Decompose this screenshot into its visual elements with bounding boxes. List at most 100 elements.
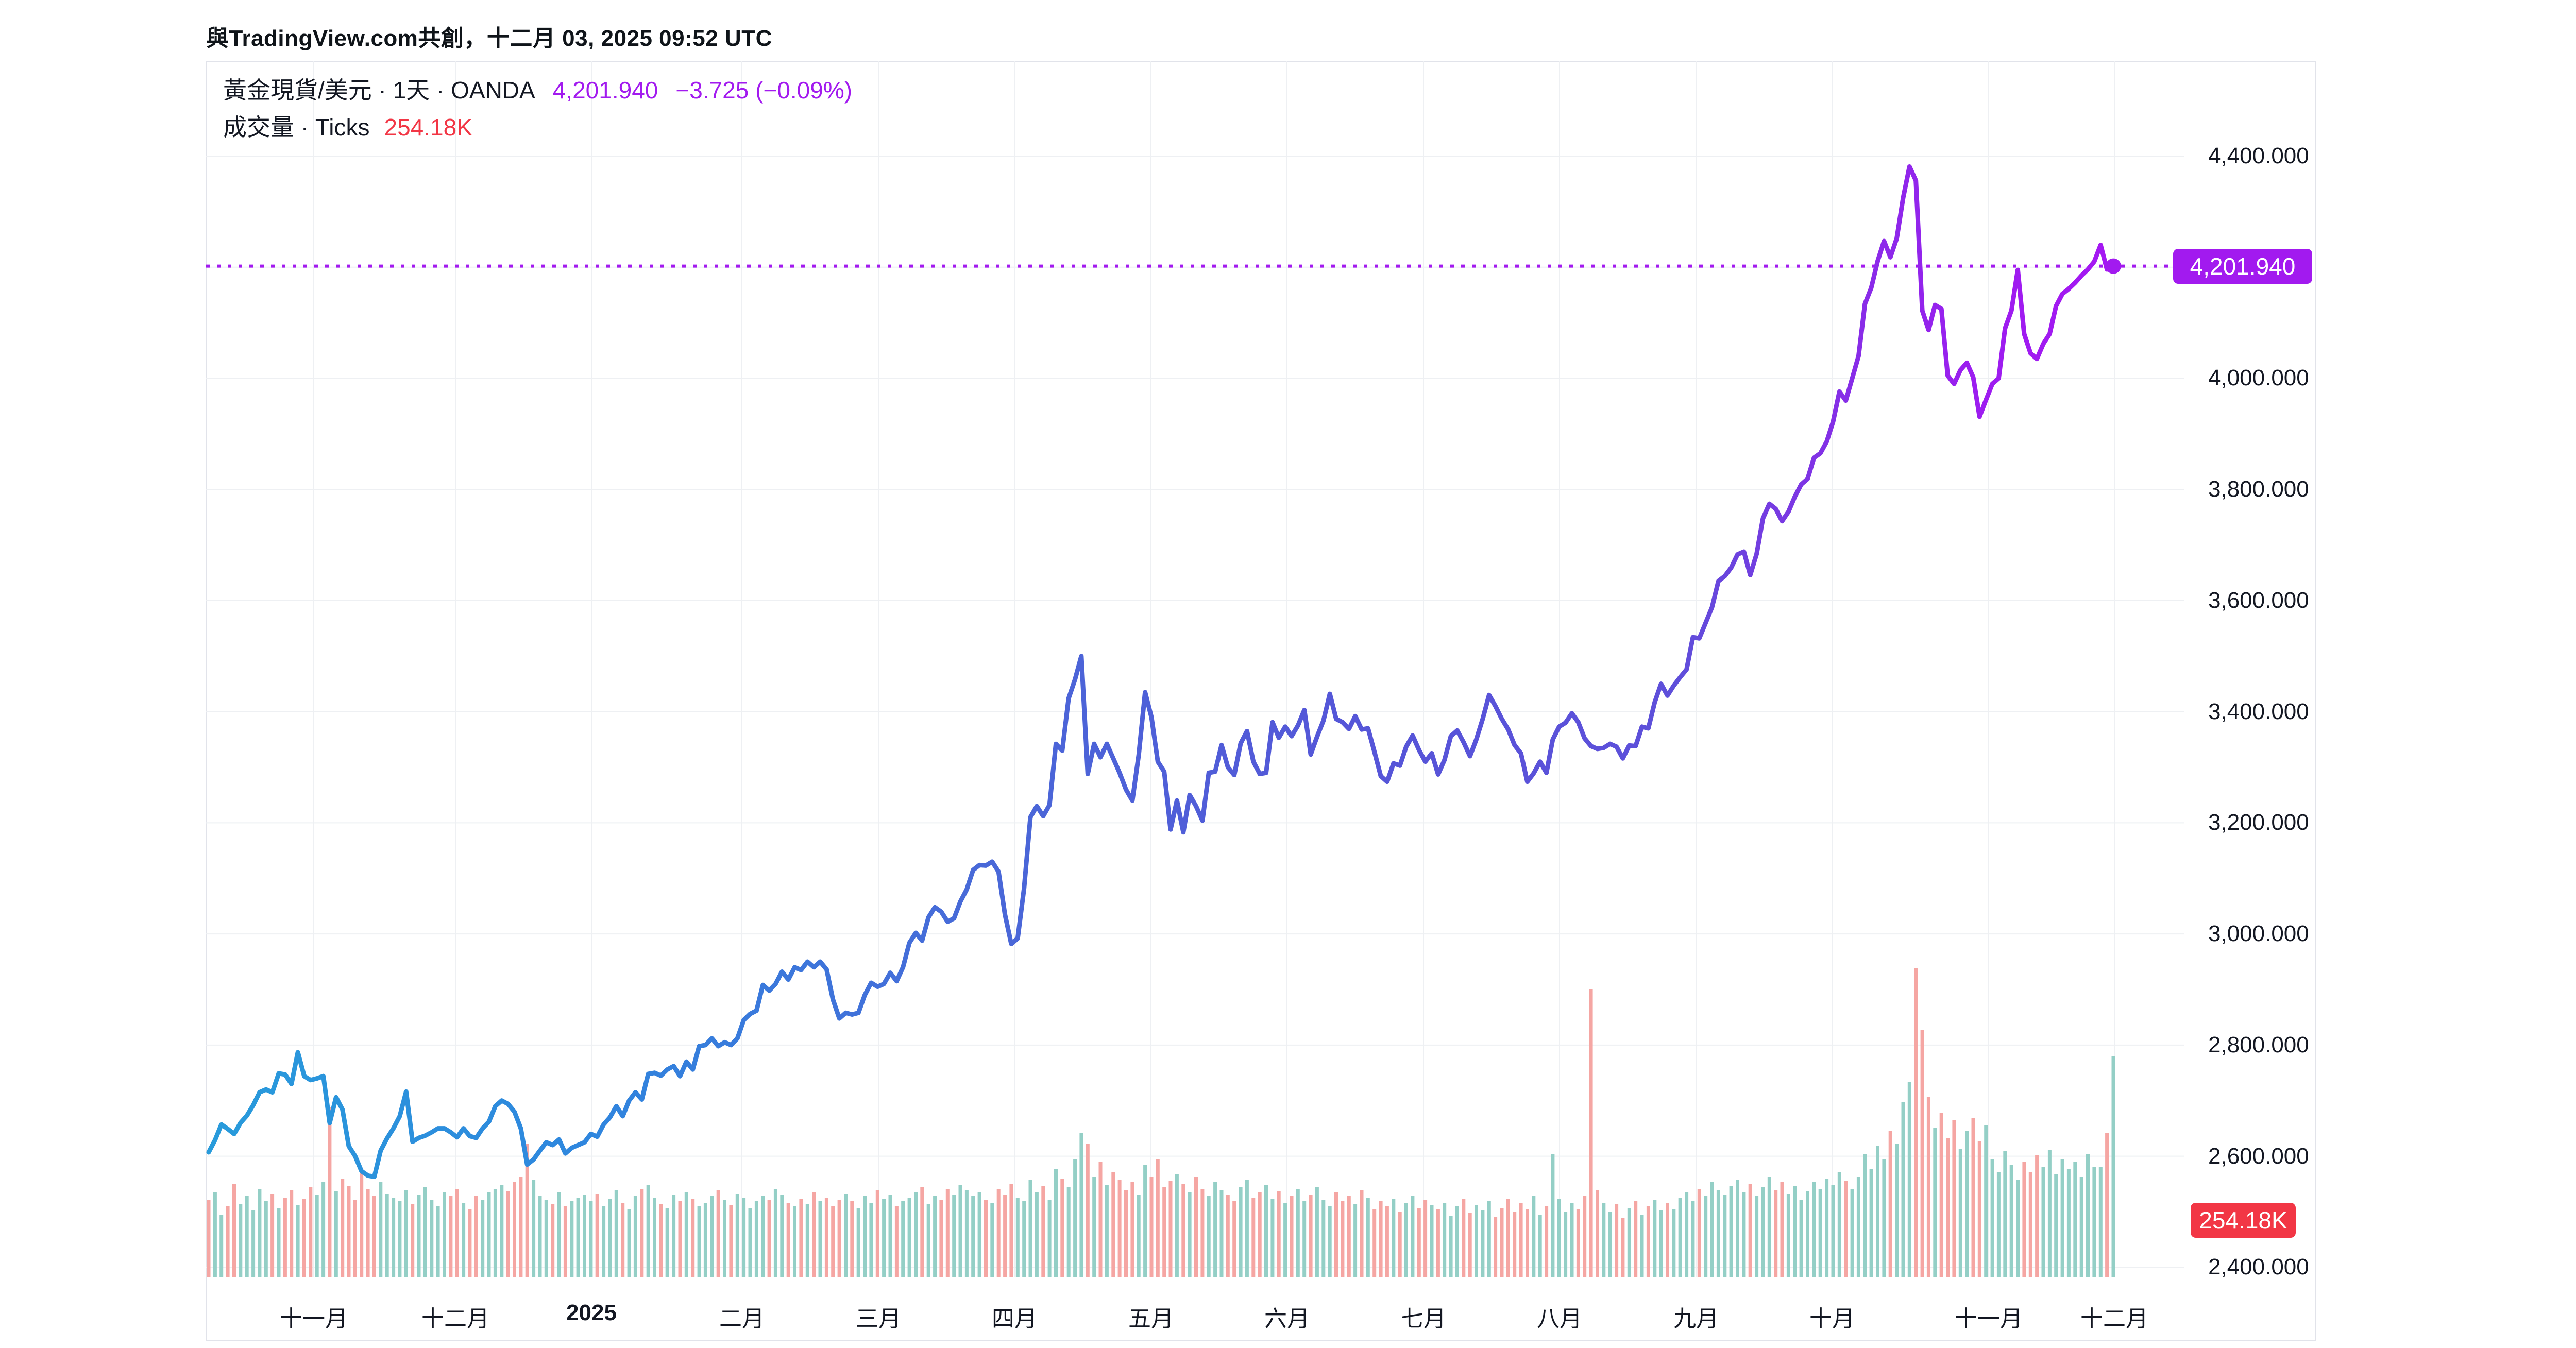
volume-bar: [525, 1144, 529, 1277]
volume-bar: [672, 1195, 676, 1277]
volume-bar: [1666, 1203, 1669, 1277]
volume-bar: [270, 1194, 275, 1277]
volume-bar: [1487, 1201, 1491, 1277]
volume-bar: [818, 1201, 822, 1277]
volume-bar: [2060, 1159, 2064, 1277]
volume-bar: [532, 1180, 536, 1277]
price-series: [206, 164, 2173, 1179]
volume-bar: [385, 1194, 389, 1277]
time-axis-label: 四月: [992, 1306, 1037, 1332]
volume-bar: [1066, 1187, 1071, 1277]
volume-bar: [1411, 1196, 1415, 1277]
volume-bar: [691, 1199, 695, 1277]
volume-bar: [423, 1187, 427, 1277]
volume-bar: [882, 1199, 886, 1277]
volume-bar: [1162, 1187, 1166, 1277]
volume-bar: [1309, 1195, 1313, 1277]
time-axis-label: 五月: [1128, 1306, 1174, 1332]
volume-bar: [1850, 1189, 1854, 1277]
volume-bar: [1888, 1131, 1892, 1277]
volume-bar: [1366, 1198, 1370, 1277]
volume-bar: [1685, 1192, 1689, 1277]
volume-bar: [1602, 1203, 1606, 1277]
volume-bar: [353, 1200, 357, 1277]
price-axis-label: 2,600.000: [2205, 1141, 2312, 1171]
volume-bar: [1907, 1082, 1911, 1277]
volume-bar: [258, 1189, 262, 1277]
volume-bar: [1621, 1218, 1625, 1277]
volume-bar: [513, 1182, 516, 1277]
volume-bar: [1149, 1177, 1154, 1277]
volume-bar: [697, 1206, 701, 1277]
volume-bar: [1716, 1190, 1720, 1277]
volume-bar: [1526, 1209, 1529, 1277]
volume-bar: [1022, 1201, 1026, 1277]
volume-bar: [1270, 1199, 1275, 1277]
volume-bar: [219, 1215, 224, 1277]
volume-bar: [824, 1198, 828, 1277]
volume-bar: [659, 1204, 663, 1277]
volume-bar: [1742, 1192, 1746, 1277]
volume-indicator-label[interactable]: 成交量 · Ticks: [223, 114, 370, 141]
volume-bar: [1430, 1205, 1434, 1277]
volume-bar: [703, 1203, 707, 1277]
volume-bar: [1283, 1203, 1287, 1277]
volume-bar: [1296, 1189, 1300, 1277]
volume-bar: [1627, 1208, 1631, 1277]
volume-bar: [844, 1194, 848, 1277]
volume-bar: [2098, 1167, 2103, 1277]
volume-bar: [1481, 1210, 1485, 1277]
volume-bar: [933, 1196, 937, 1277]
volume-bar: [1589, 989, 1593, 1277]
volume-bar: [621, 1203, 625, 1277]
volume-bar: [1302, 1201, 1307, 1277]
volume-bar: [767, 1200, 771, 1277]
volume-bar: [302, 1199, 306, 1277]
volume-bar: [1245, 1180, 1249, 1277]
volume-bar: [1659, 1210, 1663, 1277]
volume-bar: [837, 1200, 841, 1277]
price-axis-label: 3,800.000: [2205, 474, 2312, 505]
attribution-header[interactable]: 與TradingView.com共創，十二月 03, 2025 09:52 UT…: [206, 26, 772, 51]
volume-bar: [888, 1195, 892, 1277]
volume-bar: [417, 1195, 421, 1277]
volume-bar: [1863, 1154, 1867, 1277]
volume-bar: [1334, 1192, 1338, 1277]
volume-bar: [863, 1196, 867, 1277]
price-axis-label: 3,200.000: [2205, 808, 2312, 838]
volume-bar: [1194, 1177, 1198, 1277]
volume-bar: [1347, 1196, 1351, 1277]
symbol-last-price: 4,201.940: [552, 77, 658, 104]
volume-bar: [595, 1194, 599, 1277]
volume-bar: [773, 1189, 777, 1277]
volume-bar: [1557, 1199, 1561, 1277]
volume-bar: [1200, 1189, 1205, 1277]
symbol-title[interactable]: 黃金現貨/美元 · 1天 · OANDA: [223, 77, 535, 104]
volume-bar: [1551, 1154, 1555, 1277]
volume-bar: [1353, 1204, 1358, 1277]
volume-bar: [1449, 1216, 1453, 1277]
price-axis-label: 2,400.000: [2205, 1252, 2312, 1283]
volume-bar: [474, 1196, 478, 1277]
volume-bar: [583, 1195, 586, 1277]
volume-bar: [952, 1195, 956, 1277]
volume-bar: [576, 1198, 580, 1277]
volume-bar: [1130, 1182, 1134, 1277]
volume-bar: [869, 1203, 873, 1277]
volume-bar: [239, 1204, 243, 1277]
volume-bar: [793, 1206, 796, 1277]
price-axis-label: 3,000.000: [2205, 919, 2312, 949]
volume-bar: [366, 1189, 370, 1277]
volume-bar: [2041, 1167, 2045, 1277]
volume-bar: [1971, 1118, 1975, 1277]
volume-bar: [1761, 1187, 1765, 1277]
volume-bar: [1041, 1186, 1045, 1277]
volume-bar: [1882, 1159, 1886, 1277]
volume-bar: [678, 1201, 682, 1277]
volume-bar: [608, 1199, 612, 1277]
volume-bar: [633, 1196, 637, 1277]
time-axis-label: 2025: [566, 1300, 617, 1325]
volume-bar: [990, 1203, 994, 1277]
volume-bar: [411, 1204, 415, 1277]
